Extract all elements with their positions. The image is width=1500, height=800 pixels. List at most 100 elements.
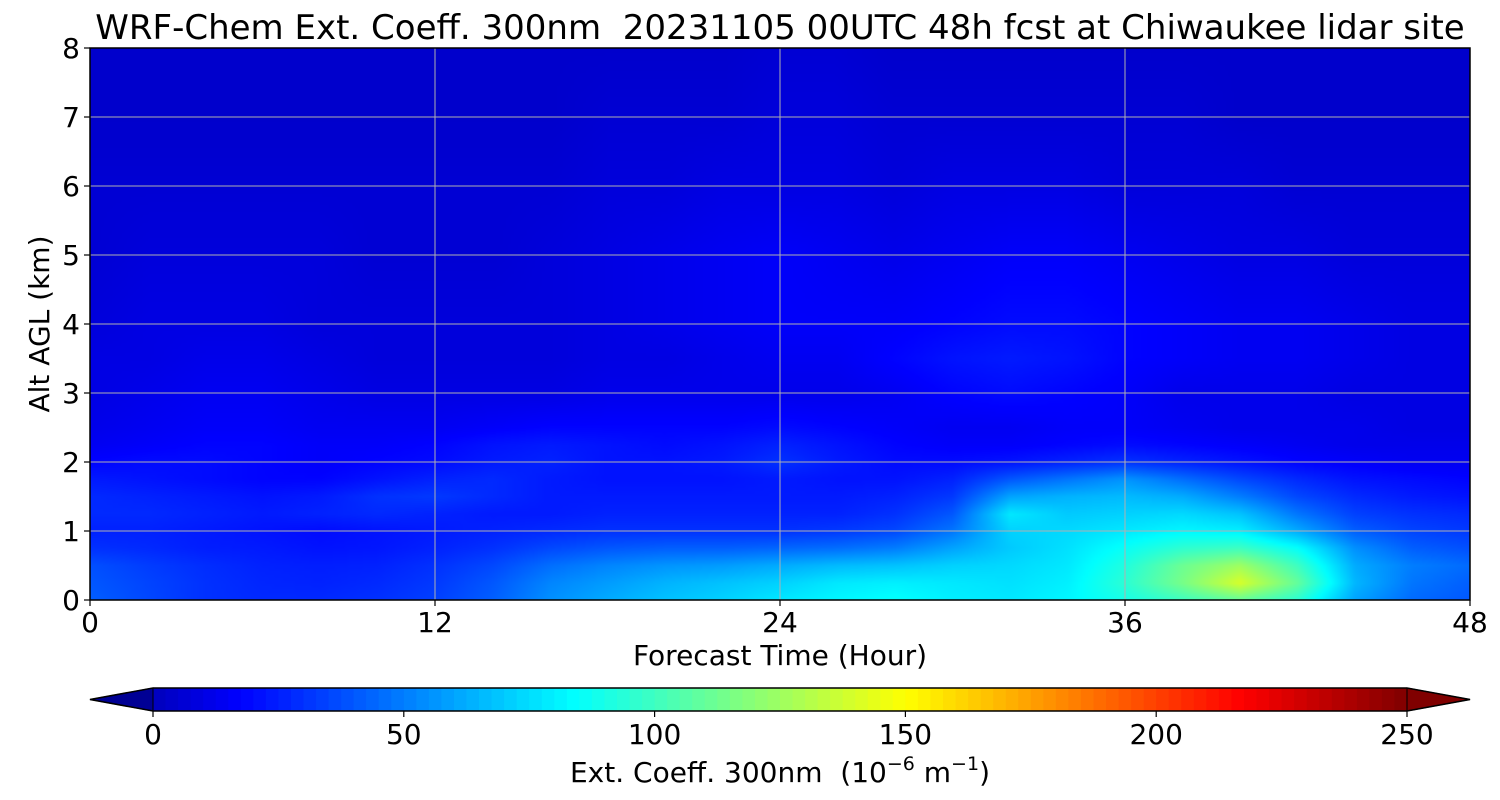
colorbar-band — [742, 688, 756, 711]
colorbar-band — [905, 688, 919, 711]
colorbar-band — [566, 688, 580, 711]
colorbar-band — [842, 688, 856, 711]
colorbar-tick-label: 150 — [879, 718, 932, 751]
colorbar-label-mid: m — [915, 756, 951, 789]
colorbar-band — [554, 688, 568, 711]
x-ticks: 0 12 24 36 48 — [81, 600, 1488, 639]
colorbar-band — [955, 688, 969, 711]
y-tick-label: 3 — [62, 377, 80, 410]
colorbar-band — [1306, 688, 1320, 711]
colorbar-band — [892, 688, 906, 711]
colorbar-band — [1218, 688, 1233, 711]
colorbar-label-exp1: −6 — [887, 753, 915, 775]
colorbar-band — [428, 688, 443, 711]
colorbar-band — [1344, 688, 1358, 711]
colorbar-band — [403, 688, 417, 711]
colorbar-band — [1256, 688, 1270, 711]
colorbar-band — [1043, 688, 1057, 711]
colorbar-band — [303, 688, 317, 711]
colorbar-label-end: ) — [979, 756, 990, 789]
colorbar-tick-label: 50 — [386, 718, 422, 751]
colorbar-band — [1243, 688, 1258, 711]
colorbar-band — [153, 688, 167, 711]
colorbar-band — [1030, 688, 1044, 711]
colorbar-band — [1143, 688, 1157, 711]
colorbar-band — [341, 688, 355, 711]
colorbar-band — [1319, 688, 1333, 711]
colorbar-band — [616, 688, 631, 711]
colorbar-band — [792, 688, 806, 711]
colorbar-band — [692, 688, 706, 711]
plot-area — [90, 48, 1470, 600]
grid-lines — [90, 48, 1470, 600]
colorbar-band — [240, 688, 254, 711]
y-tick-label: 4 — [62, 308, 80, 341]
colorbar-band — [729, 688, 743, 711]
colorbar-label-main: Ext. Coeff. 300nm (10 — [570, 756, 887, 789]
colorbar-band — [190, 688, 204, 711]
x-tick-label: 24 — [762, 606, 798, 639]
colorbar-band — [391, 688, 405, 711]
colorbar-band — [1231, 688, 1245, 711]
colorbar-tick-label: 0 — [144, 718, 162, 751]
x-tick-label: 12 — [417, 606, 453, 639]
colorbar-extend-low — [89, 687, 154, 712]
colorbar-band — [529, 688, 543, 711]
colorbar-band — [1168, 688, 1182, 711]
colorbar-band — [654, 688, 668, 711]
colorbar-band — [629, 688, 643, 711]
colorbar-band — [805, 688, 819, 711]
colorbar-band — [328, 688, 342, 711]
colorbar-band — [1005, 688, 1019, 711]
colorbar-band — [980, 688, 994, 711]
colorbar-band — [290, 688, 305, 711]
colorbar-band — [316, 688, 330, 711]
colorbar-band — [491, 688, 505, 711]
colorbar-band — [1331, 688, 1345, 711]
colorbar-band — [466, 688, 480, 711]
y-tick-label: 1 — [62, 515, 80, 548]
colorbar-band — [993, 688, 1007, 711]
colorbar-band — [1055, 688, 1070, 711]
colorbar-band — [541, 688, 555, 711]
colorbar-band — [1356, 688, 1370, 711]
colorbar-band — [717, 688, 731, 711]
colorbar-band — [178, 688, 192, 711]
colorbar-band — [591, 688, 606, 711]
colorbar-band — [817, 688, 831, 711]
colorbar-band — [1018, 688, 1032, 711]
colorbar-band — [1269, 688, 1283, 711]
y-axis-label: Alt AGL (km) — [23, 235, 56, 412]
x-axis-label: Forecast Time (Hour) — [633, 639, 927, 672]
colorbar-band — [353, 688, 367, 711]
y-ticks: 0 1 2 3 4 5 6 7 8 — [62, 32, 90, 617]
x-tick-label: 0 — [81, 606, 99, 639]
colorbar-band — [943, 688, 957, 711]
colorbar-band — [203, 688, 217, 711]
colorbar-label: Ext. Coeff. 300nm (10−6 m−1) — [570, 753, 990, 789]
colorbar-band — [917, 688, 932, 711]
colorbar-band — [1294, 688, 1308, 711]
colorbar-band — [253, 688, 267, 711]
colorbar-band — [504, 688, 518, 711]
x-tick-label: 48 — [1452, 606, 1488, 639]
colorbar-band — [479, 688, 493, 711]
colorbar-band — [1281, 688, 1295, 711]
y-tick-label: 8 — [62, 32, 80, 65]
colorbar-band — [516, 688, 530, 711]
colorbar-band — [579, 688, 593, 711]
colorbar-band — [165, 688, 179, 711]
colorbar-tick-label: 250 — [1380, 718, 1433, 751]
colorbar-extend-high — [1406, 687, 1471, 712]
colorbar-band — [1394, 688, 1408, 711]
colorbar-ticks: 0 50 100 150 200 250 — [144, 711, 1434, 751]
colorbar-band — [1106, 688, 1120, 711]
colorbar-band — [215, 688, 229, 711]
colorbar-band — [1080, 688, 1095, 711]
y-tick-label: 7 — [62, 101, 80, 134]
colorbar-band — [1181, 688, 1195, 711]
colorbar-band — [265, 688, 279, 711]
y-tick-label: 6 — [62, 170, 80, 203]
colorbar-band — [754, 688, 769, 711]
